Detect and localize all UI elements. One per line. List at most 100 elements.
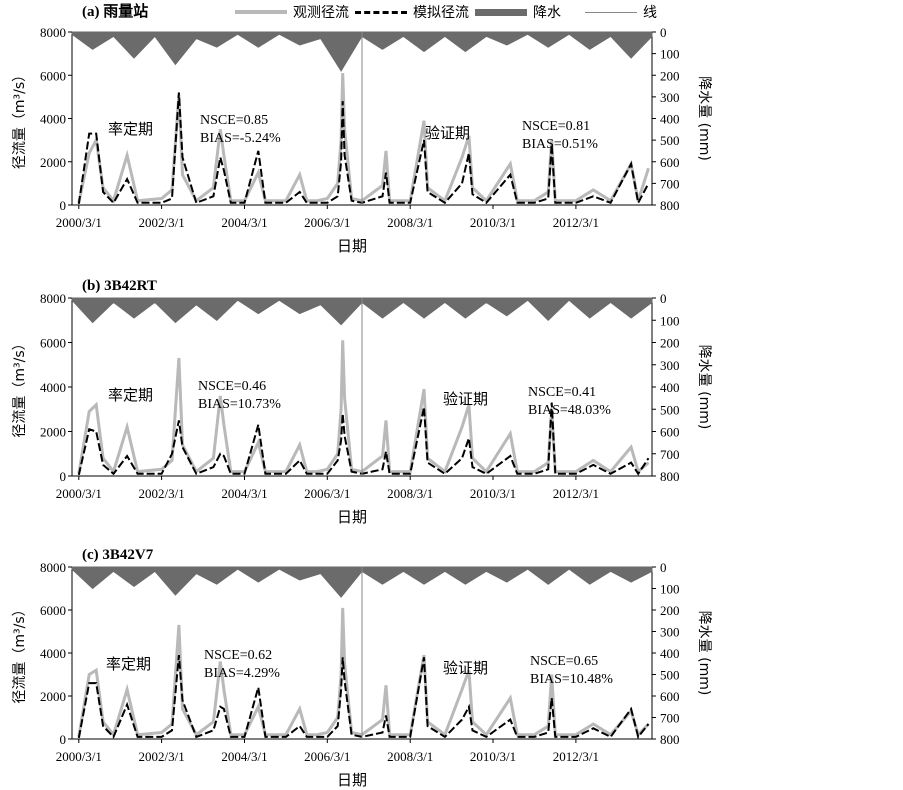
- ytick-label: 8000: [40, 291, 66, 306]
- stat-nsce-calibration: NSCE=0.62: [204, 648, 272, 663]
- xtick-label: 2006/3/1: [304, 215, 350, 230]
- xtick-label: 2000/3/1: [56, 486, 102, 501]
- stat-bias-calibration: BIAS=4.29%: [204, 666, 280, 681]
- yaxis-label: 径流量（m³/s）: [12, 68, 28, 169]
- panel-2: (b) 3B42RT 0 2000 4000 6000 8000 0 100 200 300 400…: [12, 278, 712, 526]
- ytick-right-label: 800: [660, 732, 680, 747]
- panel-title: (c) 3B42V7: [82, 547, 154, 563]
- series-simulated: [77, 92, 650, 206]
- yaxis-right-label: 降水量 (mm): [696, 611, 712, 696]
- xaxis-label: 日期: [337, 508, 367, 526]
- xtick-label: 2002/3/1: [138, 215, 184, 230]
- xtick-label: 2012/3/1: [553, 486, 599, 501]
- series-observed: [77, 607, 650, 738]
- ytick-right-label: 400: [660, 112, 680, 127]
- ytick-label: 0: [60, 198, 67, 213]
- stat-nsce-validation: NSCE=0.41: [528, 385, 596, 400]
- period-label-calibration: 率定期: [106, 655, 151, 673]
- xtick-label: 2000/3/1: [56, 215, 102, 230]
- ytick-right-label: 500: [660, 133, 680, 148]
- panel-title: (b) 3B42RT: [82, 278, 157, 294]
- stat-nsce-validation: NSCE=0.65: [530, 654, 598, 669]
- stat-bias-calibration: BIAS=10.73%: [198, 397, 281, 412]
- stat-nsce-calibration: NSCE=0.46: [198, 379, 266, 394]
- panel-title: (a) 雨量站: [82, 2, 148, 20]
- legend-simulated-swatch: [355, 10, 407, 14]
- ytick-right-label: 100: [660, 313, 680, 328]
- xtick-label: 2010/3/1: [470, 749, 516, 764]
- xtick-label: 2012/3/1: [553, 749, 599, 764]
- xtick-label: 2002/3/1: [138, 486, 184, 501]
- legend-line-label: 线: [643, 5, 657, 21]
- ytick-right-label: 700: [660, 447, 680, 462]
- series-simulated: [77, 655, 650, 740]
- ytick-label: 2000: [40, 425, 66, 440]
- ytick-right-label: 500: [660, 668, 680, 683]
- xaxis-label: 日期: [337, 237, 367, 255]
- ytick-right-label: 100: [660, 47, 680, 62]
- panel-1: (a) 雨量站 0 2000 4000 6000 8000 0 100 200 300 400 500…: [12, 2, 712, 255]
- ytick-label: 8000: [40, 560, 66, 575]
- ytick-right-label: 0: [660, 560, 667, 575]
- legend-observed-swatch: [235, 10, 287, 14]
- period-label-calibration: 率定期: [108, 120, 153, 138]
- ytick-right-label: 100: [660, 582, 680, 597]
- ytick-label: 6000: [40, 603, 66, 618]
- ytick-right-label: 600: [660, 155, 680, 170]
- stat-bias-validation: BIAS=48.03%: [528, 403, 611, 418]
- series-precip: [71, 566, 653, 598]
- stat-bias-validation: BIAS=10.48%: [530, 672, 613, 687]
- legend-simulated: 模拟径流: [355, 2, 469, 22]
- period-label-validation: 验证期: [443, 659, 488, 677]
- ytick-label: 4000: [40, 646, 66, 661]
- period-label-calibration: 率定期: [108, 386, 153, 404]
- ytick-label: 6000: [40, 68, 66, 83]
- ytick-right-label: 600: [660, 689, 680, 704]
- xtick-label: 2004/3/1: [221, 215, 267, 230]
- xtick-label: 2006/3/1: [304, 486, 350, 501]
- ytick-label: 4000: [40, 112, 66, 127]
- ytick-label: 2000: [40, 155, 66, 170]
- ytick-right-label: 800: [660, 198, 680, 213]
- xtick-label: 2010/3/1: [470, 486, 516, 501]
- xtick-label: 2006/3/1: [304, 749, 350, 764]
- ytick-right-label: 0: [660, 25, 667, 40]
- panel-3: (c) 3B42V7 0 2000 4000 6000 8000 0 100 200 300 400…: [12, 547, 712, 789]
- yaxis-right-label: 降水量 (mm): [696, 76, 712, 161]
- ytick-label: 0: [60, 732, 67, 747]
- legend-line-swatch: [585, 11, 637, 13]
- legend-precip-swatch: [475, 8, 527, 16]
- ytick-label: 6000: [40, 336, 66, 351]
- xtick-label: 2002/3/1: [138, 749, 184, 764]
- stat-nsce-validation: NSCE=0.81: [522, 119, 590, 134]
- xtick-label: 2008/3/1: [387, 215, 433, 230]
- xaxis-label: 日期: [337, 771, 367, 789]
- legend-observed-label: 观测径流: [293, 5, 349, 21]
- yaxis-right-label: 降水量 (mm): [696, 345, 712, 430]
- ytick-label: 4000: [40, 380, 66, 395]
- ytick-right-label: 0: [660, 291, 667, 306]
- series-simulated: [77, 402, 650, 476]
- stat-bias-calibration: BIAS=-5.24%: [200, 131, 281, 146]
- ytick-right-label: 200: [660, 603, 680, 618]
- series-precip: [71, 31, 653, 72]
- xtick-label: 2004/3/1: [221, 749, 267, 764]
- ytick-right-label: 600: [660, 425, 680, 440]
- yaxis-label: 径流量（m³/s）: [12, 602, 28, 703]
- legend-simulated-label: 模拟径流: [413, 5, 469, 21]
- xtick-label: 2010/3/1: [470, 215, 516, 230]
- series-observed: [77, 340, 650, 475]
- ytick-label: 8000: [40, 25, 66, 40]
- legend-line: 线: [585, 2, 657, 22]
- series-precip: [71, 297, 653, 326]
- ytick-right-label: 200: [660, 68, 680, 83]
- xtick-label: 2000/3/1: [56, 749, 102, 764]
- xtick-label: 2004/3/1: [221, 486, 267, 501]
- xtick-label: 2008/3/1: [387, 486, 433, 501]
- period-label-validation: 验证期: [443, 390, 488, 408]
- xtick-label: 2012/3/1: [553, 215, 599, 230]
- xtick-label: 2008/3/1: [387, 749, 433, 764]
- legend: 观测径流 模拟径流 降水 线: [0, 0, 903, 24]
